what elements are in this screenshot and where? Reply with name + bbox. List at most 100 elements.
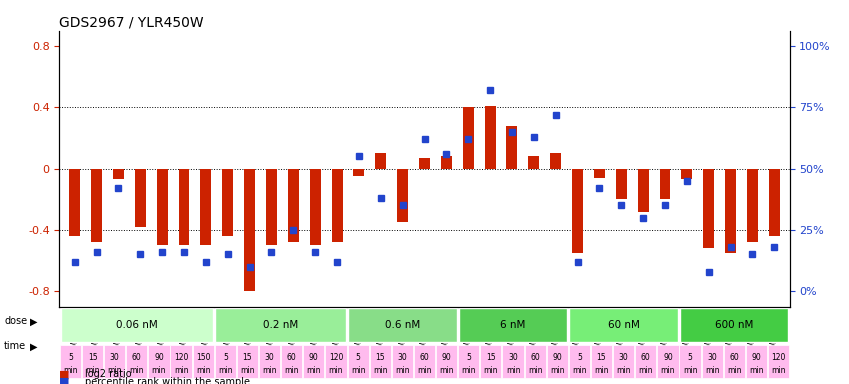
Text: min: min — [550, 366, 565, 376]
Text: 5: 5 — [577, 353, 582, 362]
Text: 60: 60 — [641, 353, 650, 362]
Text: 600 nM: 600 nM — [715, 320, 753, 330]
FancyBboxPatch shape — [745, 345, 767, 378]
Bar — [507, 126, 517, 169]
Bar — [91, 169, 102, 242]
FancyBboxPatch shape — [679, 345, 700, 378]
FancyBboxPatch shape — [591, 345, 612, 378]
FancyBboxPatch shape — [503, 345, 524, 378]
Text: 30: 30 — [110, 353, 120, 362]
FancyBboxPatch shape — [657, 345, 678, 378]
Text: 60: 60 — [531, 353, 540, 362]
Bar — [682, 169, 692, 179]
Bar — [638, 169, 649, 212]
Text: 60: 60 — [132, 353, 142, 362]
Text: min: min — [108, 366, 122, 376]
Bar — [245, 169, 255, 291]
Text: min: min — [373, 366, 387, 376]
Text: min: min — [351, 366, 365, 376]
FancyBboxPatch shape — [458, 345, 480, 378]
Text: 0.06 nM: 0.06 nM — [116, 320, 158, 330]
Bar — [222, 169, 233, 236]
Bar — [441, 156, 452, 169]
Bar — [135, 169, 146, 227]
Text: min: min — [395, 366, 409, 376]
Text: min: min — [771, 366, 786, 376]
FancyBboxPatch shape — [237, 345, 258, 378]
Text: min: min — [174, 366, 188, 376]
Text: 30: 30 — [509, 353, 518, 362]
Text: min: min — [63, 366, 78, 376]
Bar — [178, 169, 189, 245]
FancyBboxPatch shape — [701, 345, 722, 378]
Text: 5: 5 — [68, 353, 73, 362]
Bar — [550, 153, 561, 169]
FancyBboxPatch shape — [767, 345, 789, 378]
Text: min: min — [262, 366, 277, 376]
Text: min: min — [218, 366, 233, 376]
Bar — [353, 169, 364, 176]
Bar — [310, 169, 321, 245]
Bar — [70, 169, 80, 236]
FancyBboxPatch shape — [481, 345, 502, 378]
FancyBboxPatch shape — [104, 345, 126, 378]
FancyBboxPatch shape — [547, 345, 568, 378]
Text: 30: 30 — [397, 353, 408, 362]
Text: 30: 30 — [265, 353, 274, 362]
Bar — [419, 158, 430, 169]
Bar — [397, 169, 408, 222]
Text: 30: 30 — [707, 353, 717, 362]
Text: 15: 15 — [87, 353, 98, 362]
Text: dose: dose — [4, 316, 27, 326]
Text: ▶: ▶ — [30, 341, 37, 351]
Text: min: min — [661, 366, 675, 376]
Text: 6 nM: 6 nM — [500, 320, 526, 330]
Text: 0.2 nM: 0.2 nM — [263, 320, 298, 330]
Bar — [200, 169, 211, 245]
Text: min: min — [705, 366, 719, 376]
Text: 150: 150 — [196, 353, 211, 362]
FancyBboxPatch shape — [303, 345, 324, 378]
Text: 15: 15 — [597, 353, 606, 362]
Text: 5: 5 — [466, 353, 471, 362]
Text: min: min — [329, 366, 343, 376]
FancyBboxPatch shape — [193, 345, 214, 378]
Text: GDS2967 / YLR450W: GDS2967 / YLR450W — [59, 16, 204, 30]
FancyBboxPatch shape — [369, 345, 391, 378]
Bar — [528, 156, 539, 169]
FancyBboxPatch shape — [216, 308, 346, 341]
FancyBboxPatch shape — [723, 345, 745, 378]
Text: 15: 15 — [486, 353, 496, 362]
Text: 120: 120 — [329, 353, 343, 362]
FancyBboxPatch shape — [413, 345, 436, 378]
Bar — [616, 169, 627, 199]
Text: log2 ratio: log2 ratio — [85, 369, 132, 379]
Text: min: min — [749, 366, 763, 376]
Text: min: min — [683, 366, 697, 376]
Bar — [769, 169, 779, 236]
Text: min: min — [484, 366, 498, 376]
Text: 90: 90 — [663, 353, 672, 362]
FancyBboxPatch shape — [391, 345, 413, 378]
Text: 120: 120 — [772, 353, 785, 362]
Text: min: min — [506, 366, 520, 376]
Text: 120: 120 — [174, 353, 188, 362]
FancyBboxPatch shape — [281, 345, 302, 378]
Text: 5: 5 — [688, 353, 693, 362]
Text: min: min — [638, 366, 653, 376]
Text: min: min — [152, 366, 166, 376]
Text: 60: 60 — [729, 353, 739, 362]
FancyBboxPatch shape — [60, 308, 213, 341]
FancyBboxPatch shape — [570, 308, 678, 341]
FancyBboxPatch shape — [60, 345, 82, 378]
Text: min: min — [240, 366, 255, 376]
Text: min: min — [594, 366, 609, 376]
FancyBboxPatch shape — [82, 345, 104, 378]
FancyBboxPatch shape — [149, 345, 170, 378]
Bar — [747, 169, 758, 242]
Text: ▶: ▶ — [30, 316, 37, 326]
FancyBboxPatch shape — [348, 308, 457, 341]
FancyBboxPatch shape — [171, 345, 192, 378]
Text: 60 nM: 60 nM — [608, 320, 639, 330]
Bar — [594, 169, 604, 178]
